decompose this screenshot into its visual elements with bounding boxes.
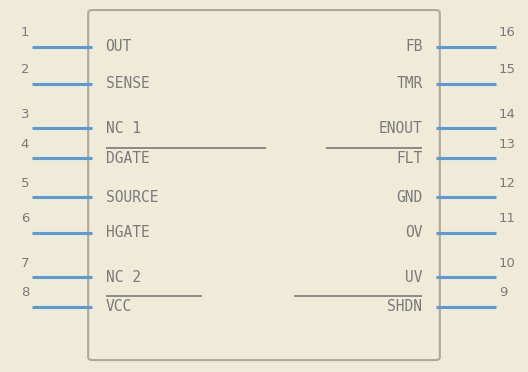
Text: 12: 12 (499, 177, 516, 190)
Text: NC 2: NC 2 (106, 270, 140, 285)
Text: DGATE: DGATE (106, 151, 149, 166)
Text: 7: 7 (21, 257, 29, 270)
Text: SHDN: SHDN (388, 299, 422, 314)
Text: 3: 3 (21, 108, 29, 121)
Text: 15: 15 (499, 63, 516, 76)
Text: FLT: FLT (396, 151, 422, 166)
Text: 5: 5 (21, 177, 29, 190)
Text: NC 1: NC 1 (106, 121, 140, 136)
Text: GND: GND (396, 190, 422, 205)
Text: 13: 13 (499, 138, 516, 151)
Text: 9: 9 (499, 286, 507, 299)
Text: 16: 16 (499, 26, 516, 39)
Text: 11: 11 (499, 212, 516, 225)
Text: FB: FB (405, 39, 422, 54)
Text: HGATE: HGATE (106, 225, 149, 240)
Text: TMR: TMR (396, 76, 422, 91)
Text: 4: 4 (21, 138, 29, 151)
Text: 6: 6 (21, 212, 29, 225)
Text: OV: OV (405, 225, 422, 240)
Text: SENSE: SENSE (106, 76, 149, 91)
Text: 8: 8 (21, 286, 29, 299)
FancyBboxPatch shape (88, 10, 440, 360)
Text: ENOUT: ENOUT (379, 121, 422, 136)
Text: VCC: VCC (106, 299, 132, 314)
Text: 10: 10 (499, 257, 516, 270)
Text: UV: UV (405, 270, 422, 285)
Text: OUT: OUT (106, 39, 132, 54)
Text: SOURCE: SOURCE (106, 190, 158, 205)
Text: 2: 2 (21, 63, 29, 76)
Text: 14: 14 (499, 108, 516, 121)
Text: 1: 1 (21, 26, 29, 39)
